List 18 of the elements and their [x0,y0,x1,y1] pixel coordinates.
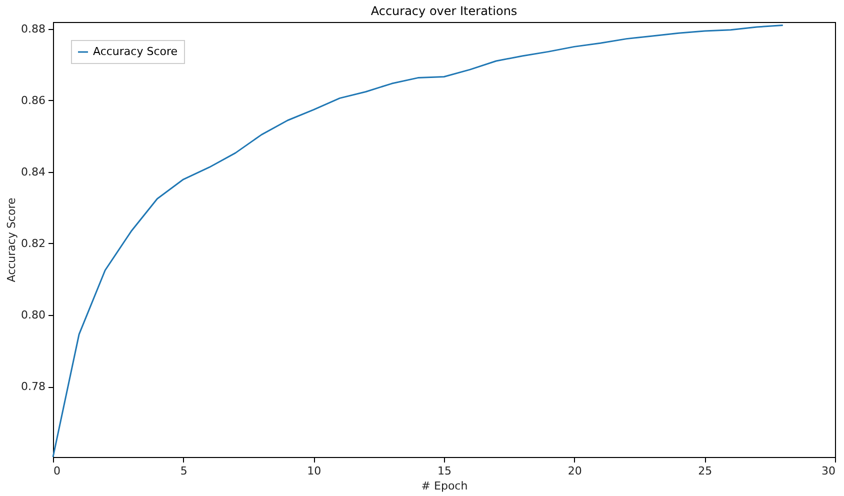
y-tick-label: 0.88 [21,22,46,36]
y-tick-label: 0.82 [21,236,46,250]
x-tick-label: 15 [438,464,452,478]
y-tick-label: 0.86 [21,94,46,107]
chart-title: Accuracy over Iterations [370,4,518,18]
x-tick-label: 5 [180,464,188,478]
y-tick-label: 0.80 [21,308,46,322]
x-tick-label: 30 [822,464,836,478]
x-tick-label: 20 [568,464,582,478]
x-tick-label: 0 [54,464,60,478]
x-tick-label: 25 [698,464,712,478]
y-axis-title: Accuracy Score [5,198,18,282]
legend-label: Accuracy Score [93,45,178,58]
x-tick-label: 10 [307,464,322,478]
x-axis-title: # Epoch [421,480,468,492]
y-tick-label: 0.84 [21,165,46,178]
line-series [52,24,784,458]
y-tick-label: 0.78 [21,380,46,394]
